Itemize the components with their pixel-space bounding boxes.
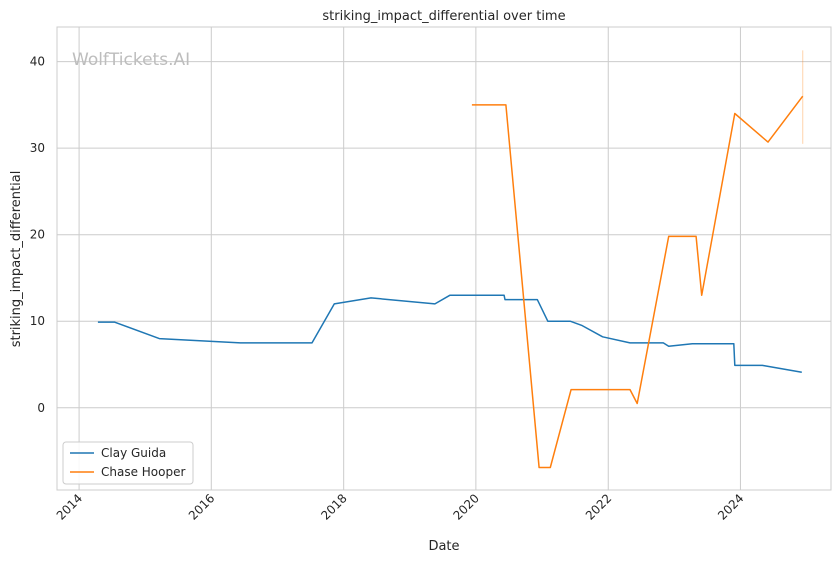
x-tick-label: 2018 bbox=[318, 491, 349, 522]
x-tick-label: 2014 bbox=[54, 491, 85, 522]
plot-frame bbox=[56, 26, 832, 491]
x-tick-label: 2024 bbox=[715, 491, 746, 522]
x-tick-label: 2022 bbox=[583, 491, 614, 522]
series bbox=[97, 50, 804, 469]
y-axis-title: striking_impact_differential bbox=[9, 171, 24, 348]
legend: Clay Guida Chase Hooper bbox=[62, 441, 194, 485]
y-tick-label: 40 bbox=[30, 55, 45, 69]
legend-box bbox=[62, 441, 194, 485]
x-tick-label: 2016 bbox=[186, 491, 217, 522]
x-axis-title: Date bbox=[428, 539, 459, 554]
x-tick-label: 2020 bbox=[450, 491, 481, 522]
watermark: WolfTickets.AI bbox=[72, 50, 190, 70]
y-tick-label: 30 bbox=[30, 141, 45, 155]
y-tick-label: 20 bbox=[30, 228, 45, 242]
y-tick-label: 10 bbox=[30, 314, 45, 328]
series-line-clay-guida bbox=[97, 294, 802, 374]
legend-label-chase-hooper: Chase Hooper bbox=[101, 465, 185, 479]
series-line-chase-hooper bbox=[471, 95, 804, 469]
legend-label-clay-guida: Clay Guida bbox=[101, 446, 166, 460]
grid bbox=[57, 27, 831, 490]
y-tick-labels: 0 10 20 30 40 bbox=[30, 55, 45, 415]
chart-title: striking_impact_differential over time bbox=[322, 9, 565, 24]
y-tick-label: 0 bbox=[37, 401, 45, 415]
x-tick-labels: 2014 2016 2018 2020 2022 2024 bbox=[54, 491, 747, 522]
